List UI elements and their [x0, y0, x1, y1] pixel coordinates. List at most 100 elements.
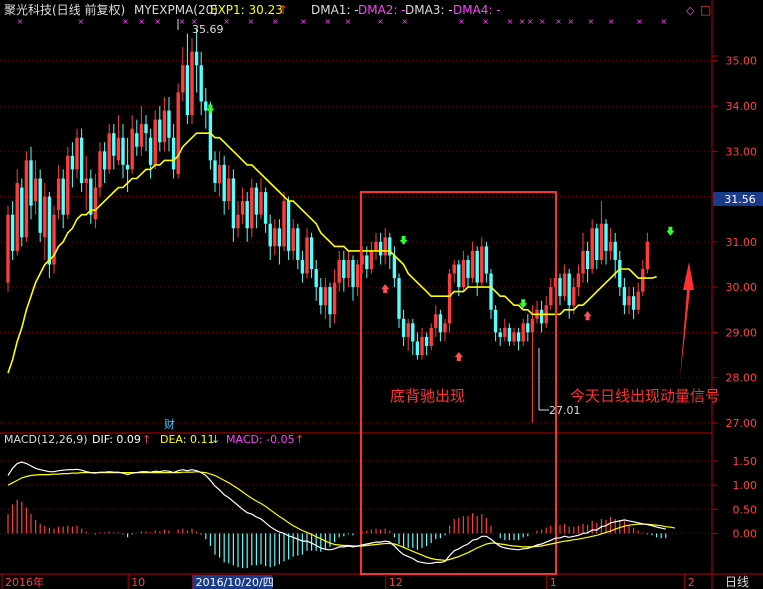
- candle-down: [309, 237, 314, 270]
- macd-axis: 0.00 0.50 1.00 1.50: [712, 455, 757, 540]
- candle-down: [319, 287, 323, 306]
- candle-up: [461, 259, 466, 288]
- candle-down: [622, 287, 627, 306]
- candle-down: [365, 255, 369, 270]
- candle-down: [171, 137, 176, 170]
- candle-up: [98, 151, 102, 188]
- candle-up: [503, 327, 507, 337]
- candle-down: [631, 296, 636, 310]
- candle-down: [397, 278, 401, 319]
- current-price-label: 31.56: [724, 193, 756, 206]
- candle-down: [38, 178, 42, 233]
- candle-up: [360, 255, 364, 265]
- candle-up: [190, 51, 194, 116]
- macd-up-arrow-icon: ↑: [295, 433, 304, 446]
- date-cursor-highlight: [192, 575, 273, 589]
- date-axis: 2016年 10 2016/10/20/四 12 1 2: [1, 574, 695, 589]
- date-tick-label: 2: [688, 576, 695, 589]
- stock-title: 聚光科技(日线 前复权): [4, 2, 125, 17]
- price-tick-label: 28.00: [726, 372, 758, 385]
- x-marker: ×: [138, 17, 145, 26]
- candle-down: [29, 160, 33, 206]
- price-tick-label: 31.00: [726, 236, 758, 249]
- candle-down: [411, 323, 415, 342]
- price-tick-label: 27.00: [726, 417, 758, 430]
- candle-down: [231, 178, 236, 229]
- candle-up: [181, 65, 185, 93]
- sell-arrow-icon: [206, 104, 215, 114]
- candle-up: [355, 264, 360, 288]
- dif-value: DIF: 0.09: [92, 433, 141, 446]
- dma4-value: DMA4: -: [453, 3, 501, 17]
- main-header: 聚光科技(日线 前复权) MYEXPMA(20) EXP1: 30.23 ↑ D…: [4, 2, 711, 17]
- candle-up: [176, 92, 180, 174]
- current-price-tag: [713, 192, 763, 206]
- candle-down: [351, 259, 355, 288]
- candle-up: [636, 291, 640, 310]
- diamond-icon[interactable]: ◇: [686, 4, 695, 17]
- candle-up: [641, 269, 645, 292]
- candle-down: [185, 65, 190, 116]
- candle-up: [305, 237, 309, 274]
- restore-window-icon[interactable]: □: [700, 3, 711, 17]
- candle-down: [47, 196, 52, 265]
- x-marker: ×: [345, 17, 352, 26]
- candle-down: [475, 250, 479, 283]
- candle-up: [227, 178, 231, 202]
- candlestick-series: [6, 29, 650, 423]
- candle-down: [328, 287, 332, 315]
- candle-up: [56, 178, 61, 211]
- candle-up: [420, 336, 424, 356]
- price-tick-label: 35.00: [726, 55, 758, 68]
- price-tick-label: 29.00: [726, 326, 758, 339]
- candle-down: [314, 269, 318, 288]
- candle-up: [6, 214, 10, 283]
- x-marker: ×: [300, 17, 307, 26]
- candle-up: [590, 228, 594, 270]
- x-marker: ×: [636, 17, 643, 26]
- candle-down: [245, 201, 249, 229]
- signal-pointer-arrow-icon: [680, 262, 694, 378]
- candle-down: [204, 101, 208, 111]
- macd-title: MACD(12,26,9): [4, 433, 88, 446]
- candle-up: [116, 137, 121, 161]
- x-marker: ×: [507, 17, 514, 26]
- candle-down: [121, 137, 125, 165]
- signal-x-markers: × × × × × × × × × × × × × × × × × × × × × × × × × × ×: [17, 17, 667, 26]
- candle-up: [236, 214, 240, 229]
- candle-down: [424, 336, 429, 346]
- candle-up: [383, 237, 387, 256]
- annotations: 35.69 27.01 底背驰出现 今天日线出现动量信号 财: [164, 19, 720, 575]
- candle-up: [576, 273, 581, 288]
- x-marker: ×: [567, 17, 574, 26]
- macd-histogram: [7, 499, 667, 569]
- candle-up: [480, 246, 484, 283]
- candle-up: [572, 287, 576, 306]
- candle-down: [89, 178, 93, 215]
- candle-up: [15, 182, 19, 251]
- x-marker: ×: [223, 17, 230, 26]
- candle-down: [222, 164, 226, 202]
- candle-down: [539, 309, 544, 324]
- signal-arrows: [206, 104, 675, 362]
- candle-down: [378, 241, 383, 256]
- candle-down: [595, 228, 599, 260]
- candle-up: [240, 201, 245, 215]
- candle-down: [112, 133, 116, 156]
- candle-down: [194, 51, 199, 66]
- period-selector[interactable]: 日线: [725, 575, 749, 589]
- candle-up: [153, 119, 157, 165]
- dif-up-arrow-icon: ↑: [142, 433, 151, 446]
- candle-up: [369, 250, 374, 270]
- candle-down: [342, 259, 346, 279]
- finance-event-marker[interactable]: 财: [164, 417, 175, 431]
- candle-up: [374, 241, 378, 251]
- dea-down-arrow-icon: ↓: [211, 433, 220, 446]
- macd-tick-label: 0.00: [733, 527, 758, 540]
- candle-down: [466, 259, 470, 279]
- exp1-up-arrow-icon: ↑: [278, 3, 288, 17]
- candle-up: [84, 178, 88, 183]
- candle-up: [429, 327, 433, 346]
